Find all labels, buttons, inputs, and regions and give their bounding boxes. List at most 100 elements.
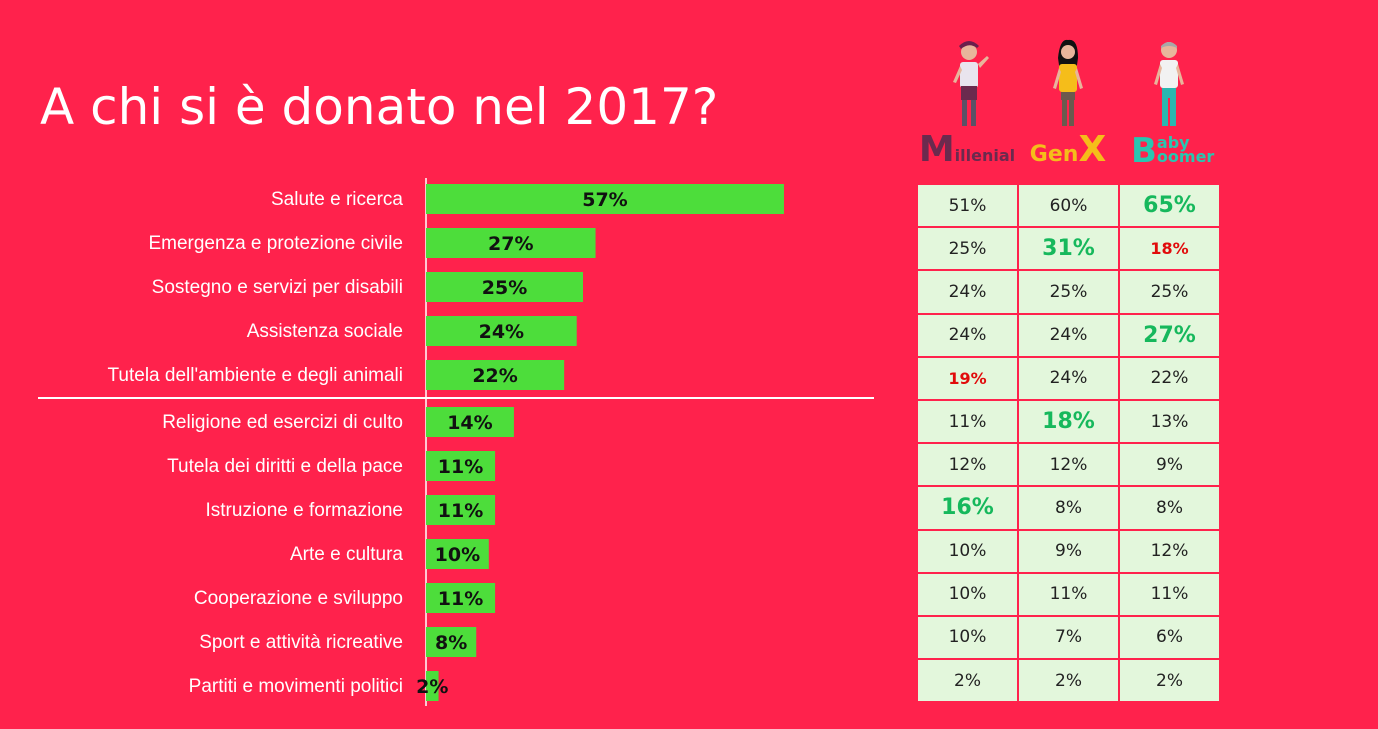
table-cell: 24% (916, 312, 1019, 358)
table-cell: 10% (916, 571, 1019, 617)
table-cell: 12% (1017, 442, 1120, 488)
bar-value-label: 8% (435, 632, 467, 654)
generation-table: 51% 60% 65% 25% 31% 18% 24% 25% 25% 24% 24% 27% 19% 2… (916, 182, 1221, 704)
category-label: Tutela dell'ambiente e degli animali (108, 365, 403, 386)
table-row: 19% 24% 22% (916, 355, 1221, 401)
table-row: 12% 12% 9% (916, 442, 1221, 488)
table-cell: 51% (916, 182, 1019, 229)
table-cell: 25% (916, 226, 1019, 272)
table-cell: 31% (1017, 226, 1120, 272)
category-label: Sport e attività ricreative (199, 632, 403, 653)
bar (426, 671, 439, 701)
generation-table-body: 51% 60% 65% 25% 31% 18% 24% 25% 25% 24% 24% 27% 19% 2… (916, 182, 1221, 704)
bar (426, 539, 489, 569)
bar (426, 407, 514, 437)
bar-value-label: 27% (488, 233, 533, 255)
genx-header: GenX (1018, 36, 1118, 176)
category-label: Sostegno e servizi per disabili (152, 277, 403, 298)
table-cell: 10% (916, 614, 1019, 661)
table-cell: 11% (1017, 571, 1120, 617)
bar-value-label: 24% (479, 321, 524, 343)
millenial-person-icon (953, 41, 989, 126)
category-label: Tutela dei diritti e della pace (167, 456, 403, 477)
babyboomer-header: B aby oomer (1119, 36, 1219, 176)
bar-value-label: 14% (447, 412, 492, 434)
table-cell: 9% (1017, 528, 1120, 574)
bar-value-label: 10% (435, 544, 480, 566)
table-row: 16% 8% 8% (916, 485, 1221, 531)
table-row: 10% 11% 11% (916, 571, 1221, 617)
bar-value-label: 11% (438, 588, 483, 610)
bar-value-label: 11% (438, 500, 483, 522)
table-cell: 12% (916, 442, 1019, 488)
bar-value-label: 22% (472, 365, 517, 387)
babyboomer-label: B aby oomer (1131, 131, 1231, 171)
millenial-label: Millenial (917, 129, 1017, 170)
table-cell: 13% (1118, 398, 1221, 445)
table-cell: 60% (1017, 182, 1120, 229)
table-cell: 25% (1017, 269, 1120, 315)
table-cell: 6% (1118, 614, 1221, 661)
bar (426, 360, 565, 390)
babyboomer-rest-2: oomer (1156, 147, 1215, 166)
bar (426, 228, 596, 258)
table-cell: 24% (1017, 312, 1120, 358)
table-cell: 2% (1118, 658, 1221, 704)
bar (426, 184, 784, 214)
category-label: Salute e ricerca (271, 189, 403, 210)
bar-value-label: 25% (482, 277, 527, 299)
category-label: Emergenza e protezione civile (148, 233, 403, 254)
bar (426, 451, 496, 481)
genx-rest: X (1078, 129, 1107, 170)
babyboomer-rest-1: aby (1156, 133, 1190, 152)
babyboomer-initial: B (1131, 131, 1157, 171)
table-cell: 27% (1118, 312, 1221, 358)
millenial-rest: illenial (954, 146, 1016, 165)
genx-initial: Gen (1029, 142, 1079, 167)
genx-person-icon (1053, 39, 1083, 126)
bar (426, 272, 583, 302)
category-label: Arte e cultura (290, 544, 403, 565)
table-cell: 24% (1017, 355, 1120, 401)
page-title: A chi si è donato nel 2017? (40, 78, 719, 136)
bar (426, 316, 577, 346)
genx-label: GenX (1018, 129, 1118, 170)
table-cell: 19% (916, 355, 1019, 401)
category-label: Assistenza sociale (247, 321, 403, 342)
bar (426, 627, 477, 657)
table-row: 24% 24% 27% (916, 312, 1221, 358)
table-cell: 8% (1017, 485, 1120, 531)
category-label: Istruzione e formazione (206, 500, 404, 521)
table-cell: 18% (1017, 398, 1120, 445)
bar-value-label: 11% (438, 456, 483, 478)
table-row: 2% 2% 2% (916, 658, 1221, 704)
category-label: Religione ed esercizi di culto (162, 412, 403, 433)
millenial-initial: M (918, 129, 955, 170)
table-cell: 7% (1017, 614, 1120, 661)
table-row: 24% 25% 25% (916, 269, 1221, 315)
table-cell: 65% (1118, 182, 1221, 229)
bar-value-label: 57% (582, 189, 627, 211)
table-row: 10% 7% 6% (916, 614, 1221, 661)
table-row: 25% 31% 18% (916, 226, 1221, 272)
table-row: 10% 9% 12% (916, 528, 1221, 574)
bars-layer: Salute e ricerca 57% Emergenza e protezion… (38, 178, 874, 706)
table-row: 11% 18% 13% (916, 398, 1221, 445)
category-label: Partiti e movimenti politici (189, 676, 403, 697)
bar-chart: Salute e ricerca 57% Emergenza e protezion… (38, 178, 874, 706)
bar-value-label: 2% (416, 676, 448, 698)
table-cell: 10% (916, 528, 1019, 574)
table-cell: 18% (1118, 226, 1221, 272)
table-cell: 24% (916, 269, 1019, 315)
table-row: 51% 60% 65% (916, 182, 1221, 229)
table-cell: 16% (916, 485, 1019, 531)
table-cell: 2% (916, 658, 1019, 704)
millenial-header: Millenial (917, 36, 1017, 176)
category-label: Cooperazione e sviluppo (194, 588, 403, 609)
table-cell: 2% (1017, 658, 1120, 704)
table-cell: 12% (1118, 528, 1221, 574)
bar (426, 583, 496, 613)
bar (426, 495, 496, 525)
table-cell: 9% (1118, 442, 1221, 488)
babyboomer-person-icon (1154, 42, 1184, 126)
